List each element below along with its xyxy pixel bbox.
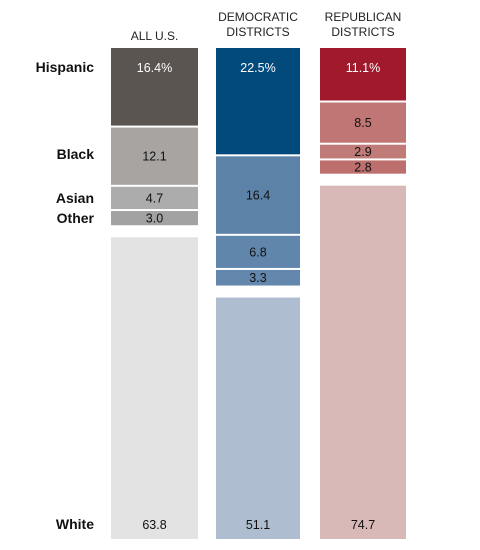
category-label-white: White — [56, 516, 94, 532]
value-label: 2.8 — [354, 161, 371, 175]
category-label-hispanic: Hispanic — [36, 59, 95, 75]
value-label: 3.3 — [249, 271, 266, 285]
column-title: DEMOCRATIC — [218, 10, 298, 24]
bar-segment-asian — [111, 186, 198, 210]
bar-segment-black — [216, 156, 300, 234]
category-label-black: Black — [57, 146, 95, 162]
bar-segment-hispanic — [111, 48, 198, 126]
bar-segment-white — [216, 297, 300, 539]
value-label: 16.4% — [137, 61, 172, 75]
bar-segment-white — [111, 237, 198, 540]
value-label: 6.8 — [249, 245, 266, 259]
value-label: 4.7 — [146, 191, 163, 205]
column-title: ALL U.S. — [131, 29, 179, 43]
bar-segment-asian — [216, 235, 300, 268]
value-label: 74.7 — [351, 518, 375, 532]
bar-segment-other — [320, 160, 406, 174]
bar-segment-black — [111, 127, 198, 185]
value-label: 3.0 — [146, 212, 163, 226]
bar-segment-hispanic — [320, 48, 406, 101]
value-label: 2.9 — [354, 145, 371, 159]
bar-segment-other — [111, 211, 198, 226]
bar-segment-white — [320, 185, 406, 540]
value-label: 16.4 — [246, 189, 270, 203]
bar-segment-black — [320, 102, 406, 143]
value-label: 63.8 — [142, 518, 166, 532]
bar-segment-hispanic — [216, 48, 300, 155]
category-labels: Hispanic Black Asian Other White — [36, 59, 95, 532]
value-label: 51.1 — [246, 518, 270, 532]
value-label: 22.5% — [240, 61, 275, 75]
column-title: DISTRICTS — [331, 25, 394, 39]
column-titles: ALL U.S.DEMOCRATICDISTRICTSREPUBLICANDIS… — [131, 10, 402, 43]
category-label-asian: Asian — [56, 190, 94, 206]
value-label: 11.1% — [346, 61, 381, 75]
bar-segment-asian — [320, 144, 406, 159]
value-label: 8.5 — [354, 116, 371, 130]
column-title: DISTRICTS — [226, 25, 289, 39]
bar-segment-other — [216, 269, 300, 286]
value-label: 12.1 — [142, 150, 166, 164]
column-title: REPUBLICAN — [325, 10, 402, 24]
bars: 16.4% 12.1 4.7 3.0 63.8 22.5% 16.4 6.8 3.3 51.1 11… — [111, 48, 406, 540]
category-label-other: Other — [57, 210, 95, 226]
